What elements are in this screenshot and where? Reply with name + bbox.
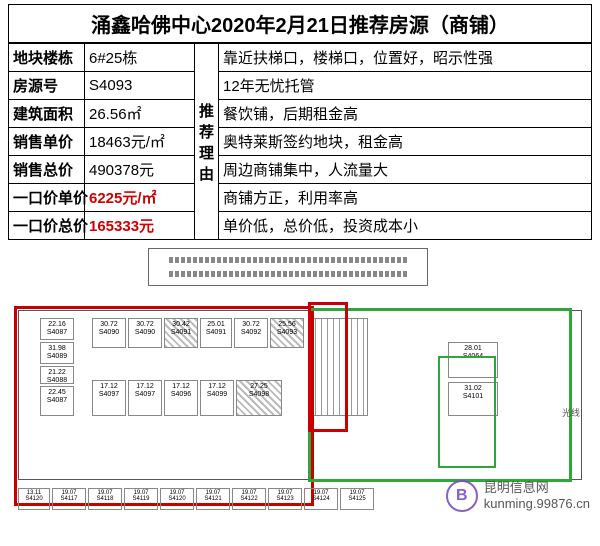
reason-item: 12年无忧托管 [219,72,592,100]
watermark-badge-icon: B [446,480,478,512]
floor-unit: 25.01S4091 [200,318,232,348]
floor-unit: 17.12S4097 [92,380,126,416]
lower-unit: 19.07S4117 [52,488,86,510]
reason-header: 推荐理由 [195,44,219,240]
field-value: 490378元 [85,156,195,184]
watermark-line1: 昆明信息网 [484,480,590,496]
reason-item: 奥特莱斯签约地块，租金高 [219,128,592,156]
lower-unit: 19.07S4119 [124,488,158,510]
lower-unit: 13.11S4120 [18,488,50,510]
floor-unit: 27.25S4098 [236,380,282,416]
lower-unit: 19.07S4122 [232,488,266,510]
floor-unit: 22.16S4087 [40,318,74,340]
field-value: 18463元/㎡ [85,128,195,156]
field-value: 6#25栋 [85,44,195,72]
floor-unit: 28.01S4064 [448,342,498,378]
field-label: 销售总价 [9,156,85,184]
field-value: S4093 [85,72,195,100]
floor-unit: 17.12S4097 [128,380,162,416]
lower-unit: 19.07S4121 [196,488,230,510]
reason-item: 餐饮铺，后期租金高 [219,100,592,128]
reason-item: 靠近扶梯口，楼梯口，位置好，昭示性强 [219,44,592,72]
field-label: 房源号 [9,72,85,100]
lower-unit: 19.07S4123 [268,488,302,510]
floor-unit: 22.45S4087 [40,386,74,416]
field-value: 165333元 [85,212,195,240]
floor-unit: 30.42S4091 [164,318,198,348]
page-title: 涌鑫哈佛中心2020年2月21日推荐房源（商铺） [8,4,592,43]
lower-unit: 19.07S4124 [304,488,338,510]
reason-item: 单价低，总价低，投资成本小 [219,212,592,240]
floor-unit: 30.72S4090 [92,318,126,348]
lower-unit: 19.07S4120 [160,488,194,510]
floor-unit: 17.12S4099 [200,380,234,416]
reason-item: 周边商铺集中，人流量大 [219,156,592,184]
info-table: 地块楼栋6#25栋推荐理由靠近扶梯口，楼梯口，位置好，昭示性强房源号S4093 1… [8,43,592,240]
field-value: 26.56㎡ [85,100,195,128]
field-label: 一口价单价 [9,184,85,212]
lower-unit: 19.07S4125 [340,488,374,510]
watermark-line2: kunming.99876.cn [484,496,590,512]
corridor-strip [148,248,428,286]
light-label: 光线 [562,406,580,419]
floor-unit: 17.12S4096 [164,380,198,416]
field-label: 地块楼栋 [9,44,85,72]
field-label: 销售单价 [9,128,85,156]
lower-units: 13.11S412019.07S411719.07S411819.07S4119… [18,488,416,510]
floor-unit: 30.72S4090 [128,318,162,348]
lower-unit: 19.07S4118 [88,488,122,510]
floor-unit [308,318,368,416]
watermark: B 昆明信息网 kunming.99876.cn [446,480,590,512]
field-label: 建筑面积 [9,100,85,128]
reason-item: 商铺方正，利用率高 [219,184,592,212]
floor-unit: 25.56S4093 [270,318,304,348]
floor-unit: 31.02S4101 [448,382,498,416]
field-value: 6225元/㎡ [85,184,195,212]
floor-unit: 31.98S4089 [40,342,74,364]
floor-unit: 21.22S4088 [40,366,74,384]
field-label: 一口价总价 [9,212,85,240]
floor-unit: 30.72S4092 [234,318,268,348]
